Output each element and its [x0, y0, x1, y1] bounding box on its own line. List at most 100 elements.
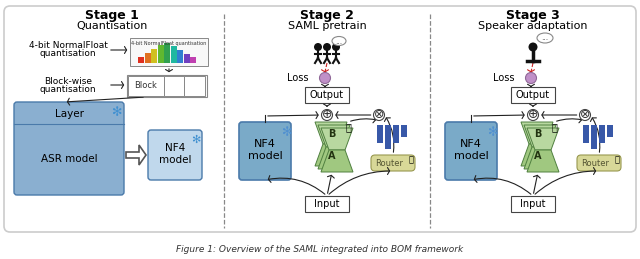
Text: Block-wise: Block-wise	[44, 76, 92, 85]
Polygon shape	[524, 125, 556, 147]
Bar	[393, 125, 399, 143]
Text: NF4: NF4	[165, 143, 185, 153]
Text: ✻: ✻	[487, 126, 497, 139]
Polygon shape	[315, 122, 347, 144]
Text: Output: Output	[516, 90, 550, 100]
Bar	[385, 125, 391, 149]
Polygon shape	[321, 150, 353, 172]
Text: ⊕: ⊕	[322, 109, 332, 121]
FancyBboxPatch shape	[239, 122, 291, 180]
Circle shape	[332, 43, 340, 51]
Bar	[401, 125, 407, 137]
Bar	[138, 57, 144, 63]
Bar	[599, 125, 605, 143]
Text: 🔥: 🔥	[345, 122, 351, 132]
Text: Loss: Loss	[287, 73, 309, 83]
Text: model: model	[159, 155, 191, 165]
Circle shape	[314, 43, 322, 51]
Text: SAML pretrain: SAML pretrain	[287, 21, 366, 31]
Text: ⊗: ⊗	[580, 109, 590, 121]
Bar	[170, 46, 177, 63]
Text: 4-bit NormalFloat quantisation: 4-bit NormalFloat quantisation	[131, 40, 207, 46]
Text: Stage 1: Stage 1	[85, 10, 139, 23]
Bar	[190, 57, 196, 63]
Text: model: model	[248, 151, 282, 161]
Text: Figure 1: Overview of the SAML integrated into BOM framework: Figure 1: Overview of the SAML integrate…	[177, 246, 463, 255]
Bar	[377, 125, 383, 143]
Bar	[583, 125, 589, 143]
Polygon shape	[318, 147, 350, 169]
Text: ⊕: ⊕	[528, 109, 538, 121]
Bar	[184, 54, 189, 63]
Text: ...: ...	[541, 33, 548, 42]
Polygon shape	[524, 147, 556, 169]
Bar	[164, 43, 170, 63]
Text: 🔥: 🔥	[408, 155, 413, 164]
Text: ⊗: ⊗	[374, 109, 384, 121]
Text: ✻: ✻	[111, 105, 121, 119]
Bar	[305, 196, 349, 212]
FancyBboxPatch shape	[577, 155, 621, 171]
Text: B: B	[534, 129, 541, 139]
Ellipse shape	[537, 33, 553, 43]
Bar	[607, 125, 613, 137]
Polygon shape	[521, 144, 553, 166]
Bar	[511, 87, 555, 103]
Text: Loss: Loss	[493, 73, 515, 83]
Circle shape	[527, 110, 538, 120]
Text: Input: Input	[520, 199, 546, 209]
FancyBboxPatch shape	[14, 102, 124, 195]
Circle shape	[321, 110, 333, 120]
Bar	[177, 50, 183, 63]
Text: B: B	[328, 129, 336, 139]
Bar	[127, 75, 207, 97]
Bar	[591, 125, 597, 149]
Text: Input: Input	[314, 199, 340, 209]
FancyBboxPatch shape	[148, 130, 202, 180]
FancyBboxPatch shape	[4, 6, 636, 232]
Text: ...: ...	[335, 37, 342, 46]
Polygon shape	[521, 122, 553, 144]
Polygon shape	[315, 144, 347, 166]
FancyBboxPatch shape	[371, 155, 415, 171]
Text: ✻: ✻	[281, 126, 291, 139]
Polygon shape	[321, 128, 353, 150]
Bar	[130, 38, 208, 66]
Bar	[305, 87, 349, 103]
Text: NF4: NF4	[254, 139, 276, 149]
Bar	[184, 76, 205, 96]
Text: A: A	[534, 151, 541, 161]
Circle shape	[529, 42, 538, 52]
Bar	[157, 45, 163, 63]
Text: NF4: NF4	[460, 139, 482, 149]
Polygon shape	[126, 145, 146, 165]
Text: Output: Output	[310, 90, 344, 100]
Text: A: A	[328, 151, 336, 161]
Bar	[151, 49, 157, 63]
Text: Quantisation: Quantisation	[76, 21, 148, 31]
Text: model: model	[454, 151, 488, 161]
Bar	[511, 196, 555, 212]
Circle shape	[323, 43, 331, 51]
Circle shape	[579, 110, 591, 120]
Text: Block: Block	[134, 82, 157, 90]
Bar	[128, 76, 164, 96]
Circle shape	[374, 110, 385, 120]
Text: ✻: ✻	[191, 135, 201, 145]
Text: quantisation: quantisation	[40, 84, 96, 93]
Text: 4-bit NormalFloat: 4-bit NormalFloat	[29, 41, 108, 51]
Text: Speaker adaptation: Speaker adaptation	[478, 21, 588, 31]
Ellipse shape	[332, 37, 346, 46]
Polygon shape	[318, 125, 350, 147]
FancyBboxPatch shape	[445, 122, 497, 180]
Text: Layer: Layer	[54, 109, 83, 119]
Circle shape	[319, 73, 330, 83]
Text: Stage 3: Stage 3	[506, 10, 560, 23]
Polygon shape	[527, 128, 559, 150]
Text: 🔥: 🔥	[551, 122, 557, 132]
Text: Router: Router	[375, 159, 403, 168]
Text: Stage 2: Stage 2	[300, 10, 354, 23]
Bar	[145, 53, 150, 63]
Text: ASR model: ASR model	[41, 154, 97, 164]
Circle shape	[525, 73, 536, 83]
